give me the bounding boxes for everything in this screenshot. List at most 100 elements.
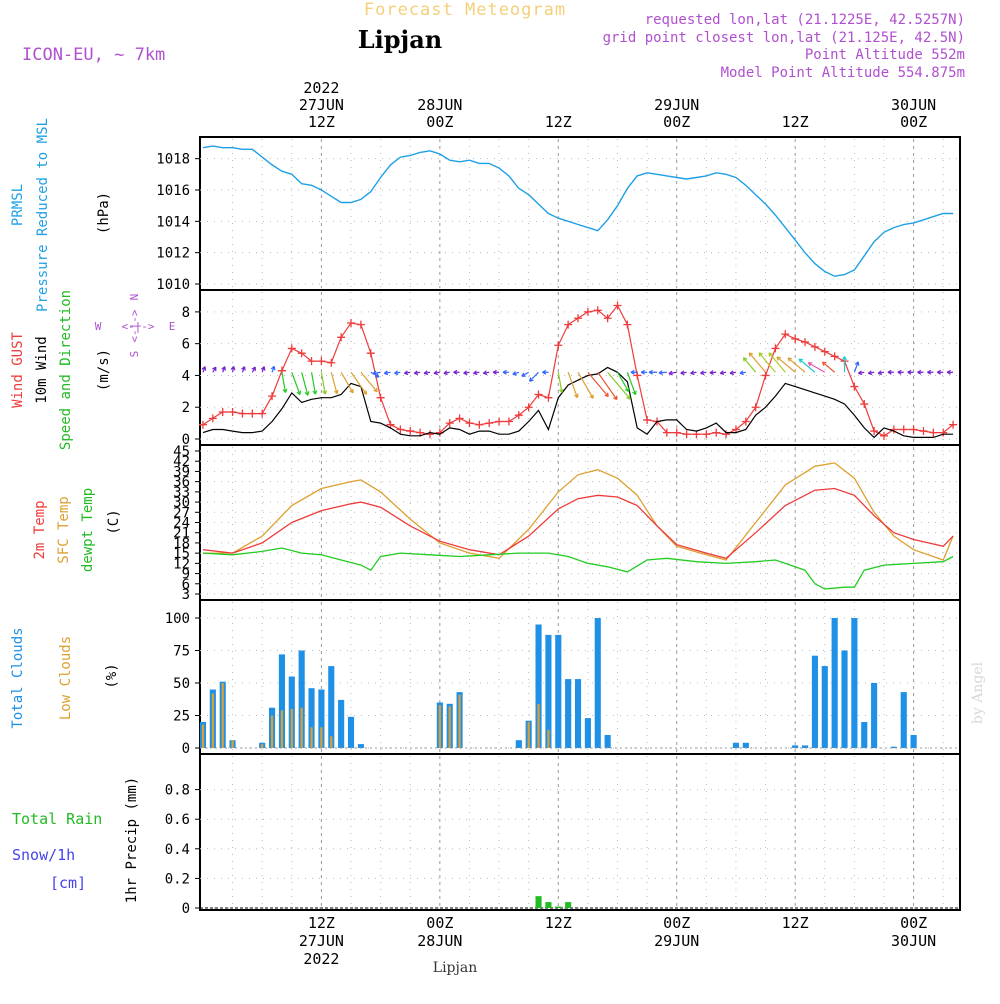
total-cloud-bar [821,666,828,748]
wind-direction-arrow [700,370,707,376]
time-tick-label-bottom: 00Z [426,914,453,932]
total-cloud-bar [851,618,858,748]
gust-marker [337,333,346,342]
time-tick-label-bottom: 00Z [663,914,690,932]
wind-direction-arrow [260,366,266,373]
total-cloud-bar [871,683,878,748]
total-cloud-bar [308,688,315,748]
total-cloud-bar [328,666,335,748]
low-cloud-bar [547,729,550,748]
gust-marker [899,425,908,434]
y-tick-label: 39 [173,464,190,480]
y-tick-label: 9 [182,567,190,583]
wind-direction-arrow [807,362,826,373]
info-altitude: Point Altitude 552m [805,47,965,63]
product-title: Forecast Meteogram [364,0,566,20]
cloud-label-unit: (%) [104,663,120,688]
wind-direction-arrow [521,371,529,377]
time-tick-label-bottom: 29JUN [654,932,699,950]
wind-direction-arrow [320,372,328,395]
wind-direction-arrow [423,370,431,376]
gust-marker [554,341,563,350]
gust-marker [850,382,859,391]
y-tick-label: 1016 [156,183,190,199]
gust-marker [356,320,365,329]
y-tick-label: 0 [182,741,190,757]
y-tick-label: 0.8 [165,783,190,799]
low-cloud-bar [231,740,234,748]
wind-direction-arrow [640,369,648,375]
low-cloud-bar [221,683,224,748]
low-cloud-bar [261,744,264,748]
wind-direction-arrow [907,369,914,375]
y-tick-label: 50 [173,676,190,692]
y-tick-label: 1014 [156,214,190,230]
wind-direction-arrow [241,366,246,373]
gust-marker [771,344,780,353]
time-tick-label-top: 2022 [303,79,339,97]
gust-marker [820,347,829,356]
info-gridpoint: grid point closest lon,lat (21.125E, 42.… [603,30,965,46]
gust-marker [751,403,760,412]
wind-label-direction: Speed and Direction [58,290,74,450]
total-cloud-bar [801,745,809,748]
gust-marker [544,393,553,402]
low-cloud-bar [438,705,441,748]
wind-direction-arrow [291,372,302,396]
gust-marker [287,344,296,353]
temp-label-2m: 2m Temp [32,500,48,559]
wind-direction-arrow [821,361,836,373]
y-tick-label: 3 [182,587,190,603]
wind-direction-arrow [251,366,256,373]
wind-direction-arrow [917,369,924,375]
time-tick-label-bottom: 30JUN [891,932,936,950]
wind-direction-arrow [853,361,860,373]
gust-marker [791,334,800,343]
wind-direction-arrow [658,370,667,376]
compass-legend: N S <-|-> W <-|-> E [95,294,176,358]
gust-marker [662,428,671,437]
sfc-temp-line [203,462,954,561]
time-tick-label-bottom: 27JUN [299,932,344,950]
gust-marker [396,425,405,434]
gust-marker [939,428,948,437]
total-cloud-bar [594,618,601,748]
wind-label-gust: Wind GUST [10,332,26,408]
wind-direction-arrow [567,372,579,399]
time-tick-label-top: 00Z [663,113,690,131]
wind-label-unit: (m/s) [96,349,112,391]
wind-direction-arrow [897,369,904,375]
low-cloud-bar [320,727,323,748]
time-tick-label-bottom: 28JUN [417,932,462,950]
time-tick-label-top: 12Z [308,113,335,131]
gust-marker [268,392,277,401]
y-tick-label: 21 [173,526,190,542]
panel-frame [199,753,961,911]
y-tick-label: 36 [173,475,190,491]
wind-direction-arrow [597,371,618,401]
wind-label-10m: 10m Wind [34,336,50,403]
wind-direction-arrow [330,372,339,395]
total-cloud-bar [298,650,305,748]
wind-direction-arrow [709,370,717,375]
gust-marker [327,358,336,367]
precip-label-snow: Snow/1h [12,846,75,864]
gust-marker [495,417,504,426]
wind-direction-arrow [301,372,310,396]
time-tick-label-bottom: 00Z [900,914,927,932]
wind-direction-arrow [927,369,934,375]
wind-direction-arrow [758,352,776,373]
total-cloud-bar [861,722,868,748]
y-tick-label: 2 [182,400,190,416]
time-tick-label-top: 12Z [782,113,809,131]
wind-direction-arrow [221,366,226,373]
gust-marker [228,407,237,416]
location-title: Lipjan [358,25,442,54]
gust-marker [633,371,642,380]
rain-bar [545,902,552,908]
total-cloud-bar [742,742,749,748]
total-cloud-bar [831,618,838,748]
watermark: by Angel [970,661,986,724]
gust-marker [534,390,543,399]
